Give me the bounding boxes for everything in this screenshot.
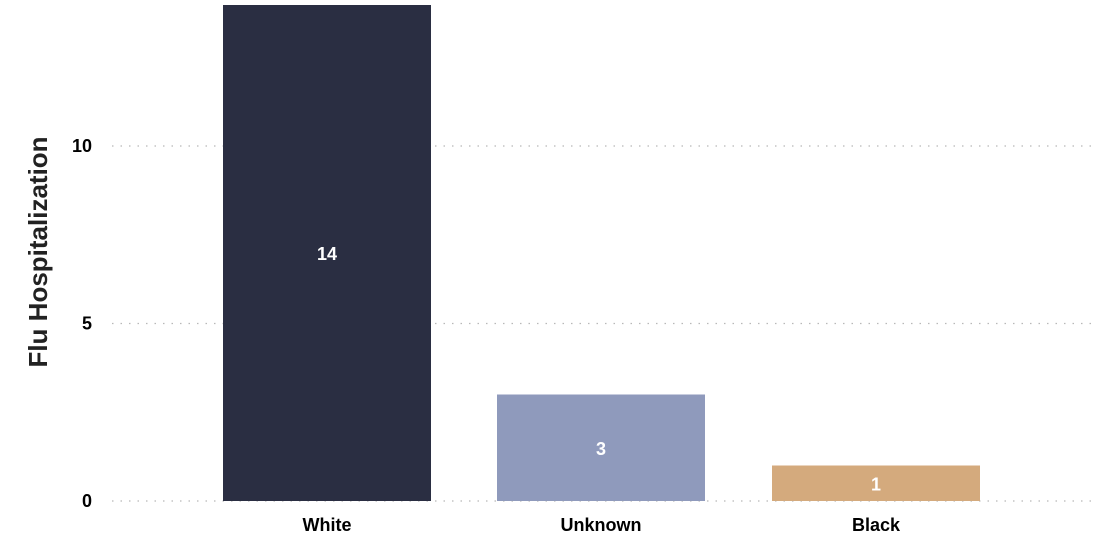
x-axis-ticks: White Unknown Black xyxy=(303,515,901,535)
y-tick-label: 0 xyxy=(82,491,92,511)
data-label-white: 14 xyxy=(317,244,337,264)
y-tick-label: 10 xyxy=(72,136,92,156)
bar-black xyxy=(772,465,980,501)
x-tick-label-black: Black xyxy=(852,515,901,535)
bar-unknown xyxy=(497,394,705,501)
y-tick-label: 5 xyxy=(82,314,92,334)
data-labels: 14 3 1 xyxy=(317,244,881,494)
x-tick-label-white: White xyxy=(303,515,352,535)
x-tick-label-unknown: Unknown xyxy=(561,515,642,535)
bar-white xyxy=(223,5,431,501)
y-axis-title: Flu Hospitalization xyxy=(23,136,53,367)
bars xyxy=(223,5,980,501)
y-axis-ticks: 0 5 10 xyxy=(72,136,92,511)
data-label-unknown: 3 xyxy=(596,439,606,459)
data-label-black: 1 xyxy=(871,474,881,494)
